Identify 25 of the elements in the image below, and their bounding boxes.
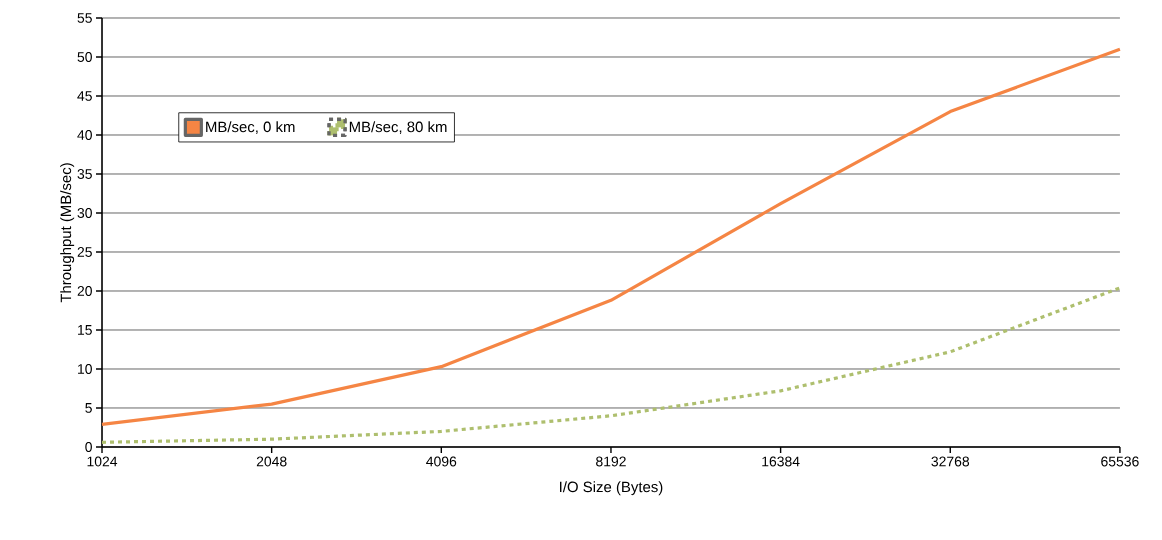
x-tick-label: 8192 [596, 456, 626, 467]
x-axis-title: I/O Size (Bytes) [560, 481, 663, 496]
y-tick-label: 35 [77, 169, 92, 179]
line-series [100, 286, 1122, 444]
y-tick-label: 50 [77, 52, 92, 62]
y-tick-label: 55 [77, 13, 92, 23]
y-tick-label: 40 [77, 130, 92, 140]
x-tick-label: 2048 [256, 456, 287, 467]
x-tick-label: 1024 [87, 456, 118, 467]
y-tick-label: 20 [77, 286, 92, 296]
y-tick-label: 30 [77, 208, 92, 218]
x-tick-label: 65536 [1101, 456, 1139, 467]
line-series [100, 47, 1122, 426]
x-tick-label: 16384 [762, 456, 800, 467]
y-tick-label: 5 [85, 403, 92, 413]
y-tick-label: 15 [78, 325, 92, 335]
y-tick-label: 0 [85, 442, 92, 452]
legend-label: MB/sec, 0 km [206, 121, 295, 134]
legend-label: MB/sec, 80 km [349, 121, 447, 134]
x-tick-label: 4096 [426, 456, 457, 467]
y-tick-label: 45 [77, 91, 92, 101]
y-axis-title: Throughput (MB/sec) [60, 163, 75, 303]
y-tick-label: 10 [78, 364, 92, 374]
x-tick-label: 32768 [931, 456, 970, 467]
y-tick-label: 25 [77, 247, 92, 257]
